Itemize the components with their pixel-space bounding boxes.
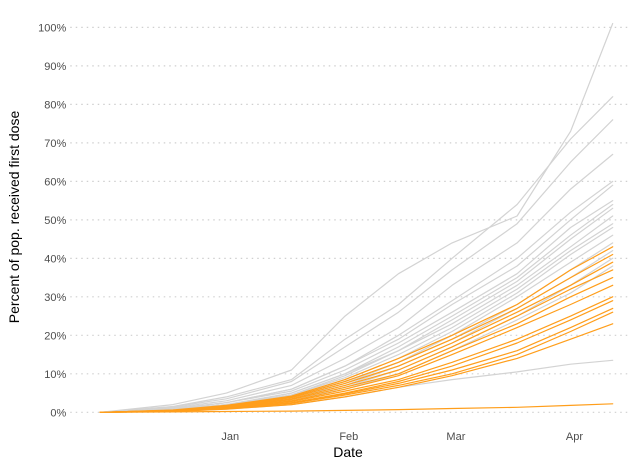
orange-series-line-29 — [99, 403, 614, 413]
y-tick-label: 0% — [50, 407, 66, 419]
x-tick-label: Apr — [566, 431, 583, 443]
y-axis-title: Percent of pop. received first dose — [6, 111, 22, 324]
orange-series-line-28 — [99, 323, 614, 413]
x-tick-label: Jan — [221, 431, 239, 443]
y-tick-label: 50% — [44, 215, 66, 227]
y-tick-label: 100% — [38, 22, 66, 34]
x-tick-label: Mar — [446, 431, 465, 443]
y-tick-label: 70% — [44, 138, 66, 150]
orange-series-line-25 — [99, 300, 614, 413]
gray-series-group — [99, 22, 614, 413]
gray-series-line-6 — [99, 200, 614, 413]
y-tick-label: 20% — [44, 330, 66, 342]
y-tick-label: 10% — [44, 369, 66, 381]
x-axis-tick-labels: Jan Feb Mar Apr — [221, 431, 583, 443]
y-axis-tick-labels: 0% 10% 20% 30% 40% 50% 60% 70% 80% 90% 100% — [38, 22, 66, 419]
y-tick-label: 60% — [44, 176, 66, 188]
orange-series-line-27 — [99, 311, 614, 413]
y-tick-label: 90% — [44, 61, 66, 73]
orange-series-group — [99, 246, 614, 413]
gray-series-line-2 — [99, 119, 614, 413]
grid-lines — [70, 26, 628, 413]
y-tick-label: 30% — [44, 292, 66, 304]
y-tick-label: 40% — [44, 253, 66, 265]
x-tick-label: Feb — [339, 431, 358, 443]
x-axis-title: Date — [333, 444, 363, 460]
gray-series-line-0 — [99, 22, 614, 413]
gray-series-line-3 — [99, 153, 614, 413]
gray-series-line-1 — [99, 96, 614, 413]
y-tick-label: 80% — [44, 99, 66, 111]
